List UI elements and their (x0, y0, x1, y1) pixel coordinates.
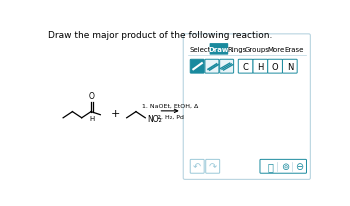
Text: ↷: ↷ (209, 162, 217, 171)
Text: NO₂: NO₂ (147, 115, 162, 123)
FancyBboxPatch shape (206, 160, 220, 173)
Text: H: H (257, 63, 264, 72)
Text: More: More (268, 47, 285, 53)
FancyBboxPatch shape (183, 35, 310, 179)
Text: Groups: Groups (244, 47, 269, 53)
Text: ⊚: ⊚ (281, 162, 289, 171)
FancyBboxPatch shape (253, 60, 268, 74)
Text: Rings: Rings (227, 47, 246, 53)
Text: 1. NaOEt, EtOH, Δ: 1. NaOEt, EtOH, Δ (142, 103, 198, 108)
FancyBboxPatch shape (282, 60, 297, 74)
Text: Draw: Draw (209, 47, 229, 53)
Text: ↶: ↶ (193, 162, 201, 171)
Text: ⊖: ⊖ (295, 162, 303, 171)
Text: H: H (89, 116, 94, 122)
FancyBboxPatch shape (268, 60, 282, 74)
FancyBboxPatch shape (205, 60, 219, 74)
Text: Draw the major product of the following reaction.: Draw the major product of the following … (48, 31, 272, 40)
FancyBboxPatch shape (238, 60, 253, 74)
Text: 2. H₂, Pd: 2. H₂, Pd (157, 114, 183, 119)
FancyBboxPatch shape (210, 44, 228, 55)
Text: O: O (89, 92, 95, 101)
FancyBboxPatch shape (260, 160, 307, 173)
Text: O: O (272, 63, 278, 72)
FancyBboxPatch shape (190, 60, 204, 74)
Text: Erase: Erase (285, 47, 304, 53)
Text: 🔍: 🔍 (267, 162, 273, 171)
Text: C: C (243, 63, 248, 72)
Text: N: N (287, 63, 293, 72)
FancyBboxPatch shape (190, 160, 204, 173)
Text: Select: Select (190, 47, 211, 53)
Text: +: + (110, 109, 120, 119)
FancyBboxPatch shape (220, 60, 234, 74)
